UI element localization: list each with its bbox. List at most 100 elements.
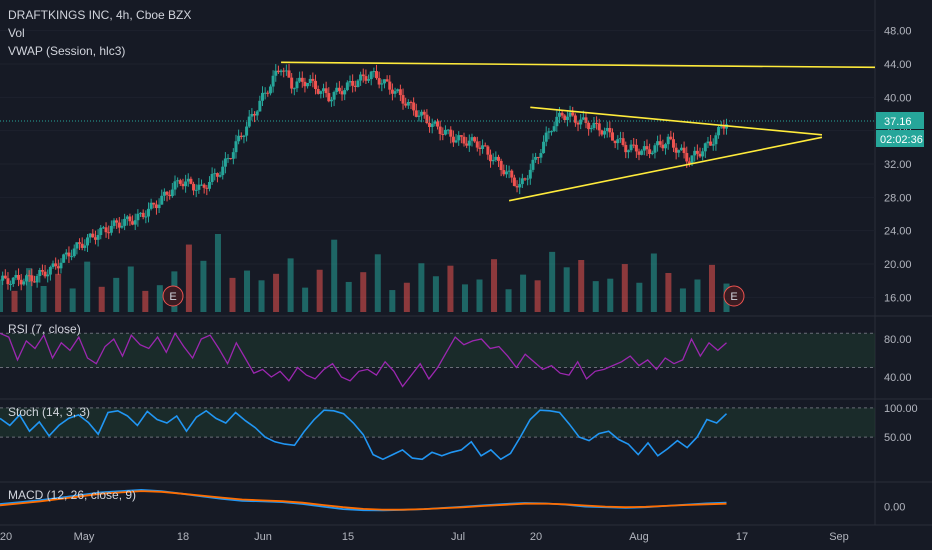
candle-body[interactable] — [268, 86, 272, 94]
candle-body[interactable] — [221, 166, 225, 176]
candle-body[interactable] — [154, 204, 158, 209]
candle-body[interactable] — [653, 145, 657, 153]
candle-body[interactable] — [512, 177, 516, 187]
candle-body[interactable] — [547, 131, 551, 133]
candle-body[interactable] — [690, 155, 694, 164]
candle-body[interactable] — [552, 126, 556, 132]
candle-body[interactable] — [340, 91, 344, 95]
candle-body[interactable] — [717, 126, 721, 136]
candle-body[interactable] — [149, 202, 153, 209]
candle-body[interactable] — [433, 121, 437, 124]
candle-body[interactable] — [531, 159, 535, 170]
candle-body[interactable] — [361, 74, 365, 77]
trendline-resistance-top[interactable] — [281, 61, 876, 69]
time-tick-label[interactable]: 15 — [342, 531, 354, 543]
candle-body[interactable] — [231, 152, 235, 159]
candle-body[interactable] — [229, 158, 233, 160]
candle-body[interactable] — [136, 213, 140, 221]
candle-body[interactable] — [184, 181, 188, 187]
trendline-triangle-upper[interactable] — [530, 106, 823, 136]
candle-body[interactable] — [78, 242, 82, 244]
candle-body[interactable] — [290, 77, 294, 89]
candle-body[interactable] — [382, 79, 386, 84]
candle-body[interactable] — [422, 111, 426, 115]
candle-body[interactable] — [35, 276, 39, 283]
candle-body[interactable] — [669, 136, 673, 140]
candle-body[interactable] — [117, 222, 121, 228]
candle-body[interactable] — [332, 92, 336, 100]
candle-body[interactable] — [335, 87, 339, 93]
price-tick-label[interactable]: 44.00 — [884, 59, 912, 71]
candle-body[interactable] — [345, 82, 349, 91]
candle-body[interactable] — [557, 112, 561, 117]
candle-body[interactable] — [401, 95, 405, 104]
candle-body[interactable] — [123, 218, 127, 226]
candle-body[interactable] — [104, 227, 108, 233]
candle-body[interactable] — [258, 100, 262, 112]
candle-body[interactable] — [292, 88, 296, 90]
candle-body[interactable] — [666, 136, 670, 145]
candle-body[interactable] — [446, 129, 450, 131]
candle-body[interactable] — [706, 141, 710, 144]
candle-body[interactable] — [152, 202, 156, 205]
candle-body[interactable] — [86, 237, 89, 246]
candle-body[interactable] — [88, 233, 92, 238]
candle-body[interactable] — [398, 89, 402, 96]
candle-body[interactable] — [523, 178, 527, 180]
candle-body[interactable] — [462, 136, 466, 144]
candle-body[interactable] — [245, 126, 249, 136]
candle-body[interactable] — [499, 160, 503, 171]
candle-body[interactable] — [218, 175, 222, 177]
candle-body[interactable] — [629, 144, 633, 151]
candle-body[interactable] — [192, 183, 196, 191]
candle-body[interactable] — [298, 77, 302, 82]
candle-body[interactable] — [43, 271, 47, 277]
candle-body[interactable] — [282, 70, 286, 72]
candle-body[interactable] — [215, 173, 219, 177]
candle-body[interactable] — [40, 270, 44, 272]
candle-body[interactable] — [247, 116, 251, 127]
candle-body[interactable] — [613, 140, 617, 144]
candle-body[interactable] — [560, 112, 564, 116]
candle-body[interactable] — [51, 263, 55, 268]
candle-body[interactable] — [658, 141, 662, 145]
candle-body[interactable] — [141, 212, 145, 217]
candle-body[interactable] — [11, 277, 15, 284]
candle-body[interactable] — [62, 254, 66, 263]
candle-body[interactable] — [6, 278, 10, 285]
candle-body[interactable] — [481, 145, 485, 149]
candle-body[interactable] — [207, 182, 211, 189]
candle-body[interactable] — [425, 114, 429, 123]
candle-body[interactable] — [343, 90, 347, 95]
candle-body[interactable] — [369, 71, 373, 80]
candle-body[interactable] — [115, 220, 119, 223]
candle-body[interactable] — [518, 184, 522, 188]
stoch-tick-label[interactable]: 100.00 — [884, 403, 918, 415]
candle-body[interactable] — [308, 78, 312, 83]
candle-body[interactable] — [719, 126, 723, 128]
candle-body[interactable] — [693, 150, 697, 156]
candle-body[interactable] — [356, 80, 360, 87]
candle-body[interactable] — [632, 144, 636, 146]
rsi-tick-label[interactable]: 80.00 — [884, 334, 912, 346]
candle-body[interactable] — [274, 70, 278, 76]
candle-body[interactable] — [3, 275, 7, 279]
candle-body[interactable] — [311, 78, 315, 81]
candle-body[interactable] — [25, 275, 29, 282]
candle-body[interactable] — [133, 220, 137, 225]
candle-body[interactable] — [576, 122, 580, 125]
candle-body[interactable] — [515, 186, 519, 188]
candle-body[interactable] — [14, 274, 18, 278]
candle-body[interactable] — [364, 76, 368, 81]
stoch-tick-label[interactable]: 50.00 — [884, 432, 912, 444]
candle-body[interactable] — [600, 130, 604, 135]
candle-body[interactable] — [131, 221, 135, 225]
candle-body[interactable] — [279, 70, 283, 73]
candle-body[interactable] — [109, 225, 113, 233]
candle-body[interactable] — [722, 126, 726, 129]
candle-body[interactable] — [17, 274, 21, 280]
candle-body[interactable] — [385, 79, 389, 82]
candle-body[interactable] — [475, 141, 479, 148]
candle-body[interactable] — [573, 115, 577, 123]
